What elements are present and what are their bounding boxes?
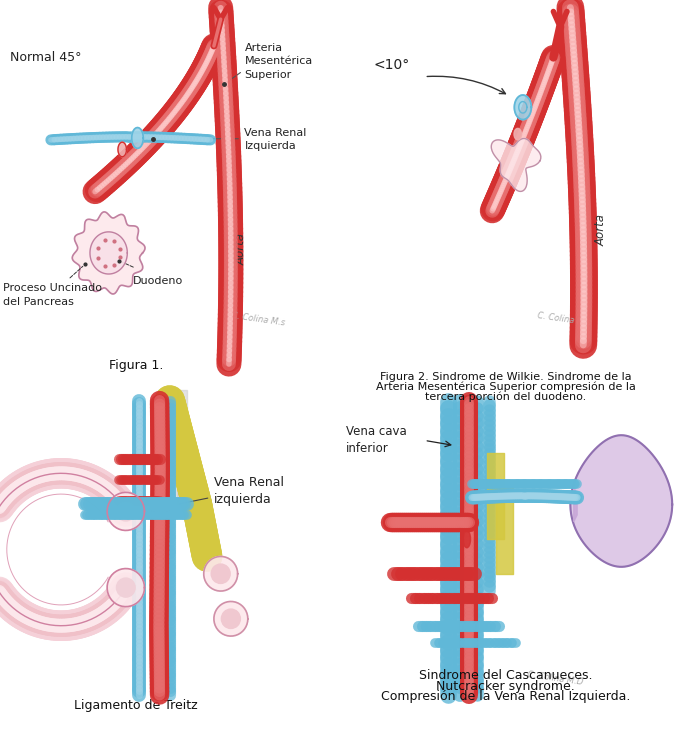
- Text: tercera porción del duodeno.: tercera porción del duodeno.: [425, 391, 587, 402]
- Text: Sindrome del Cascanueces.: Sindrome del Cascanueces.: [419, 669, 593, 682]
- Circle shape: [221, 609, 240, 629]
- Text: Nutcracker syndrome.: Nutcracker syndrome.: [437, 680, 575, 693]
- Text: Ligamento de Treitz: Ligamento de Treitz: [74, 699, 198, 712]
- Ellipse shape: [118, 142, 126, 157]
- Polygon shape: [570, 436, 672, 567]
- Text: Vena Renal
Izquierda: Vena Renal Izquierda: [244, 128, 307, 152]
- Text: Normal 45°: Normal 45°: [10, 51, 81, 64]
- Circle shape: [214, 601, 248, 636]
- Ellipse shape: [463, 531, 471, 548]
- Ellipse shape: [132, 128, 143, 149]
- Ellipse shape: [514, 128, 521, 140]
- Text: C. Colina M.s: C. Colina M.s: [536, 311, 591, 328]
- Text: C. Colina M.s: C. Colina M.s: [231, 311, 286, 328]
- Text: Aorta: Aorta: [234, 233, 247, 265]
- Polygon shape: [492, 139, 541, 192]
- Circle shape: [117, 502, 135, 521]
- Text: <10°: <10°: [373, 58, 409, 72]
- Text: Arteria Mesentérica Superior compresión de la: Arteria Mesentérica Superior compresión …: [376, 382, 636, 392]
- Text: Vena Renal
izquierda: Vena Renal izquierda: [214, 475, 284, 506]
- Text: Figura 2. Sindrome de Wilkie. Sindrome de la: Figura 2. Sindrome de Wilkie. Sindrome d…: [380, 372, 631, 383]
- Circle shape: [107, 492, 145, 531]
- Text: Figura 1.: Figura 1.: [109, 359, 163, 371]
- Polygon shape: [90, 232, 128, 274]
- Circle shape: [204, 556, 238, 591]
- Text: Aorta: Aorta: [594, 214, 607, 246]
- Text: C. Colina M.D: C. Colina M.D: [526, 670, 583, 687]
- Polygon shape: [574, 487, 577, 522]
- Text: Vena cava
inferior: Vena cava inferior: [346, 425, 407, 455]
- Circle shape: [117, 578, 135, 597]
- Text: Duodeno: Duodeno: [132, 276, 183, 286]
- Circle shape: [107, 568, 145, 607]
- Text: Proceso Uncinado
del Pancreas: Proceso Uncinado del Pancreas: [3, 284, 103, 307]
- Text: Compresión de la Vena Renal Izquierda.: Compresión de la Vena Renal Izquierda.: [381, 690, 631, 703]
- Ellipse shape: [515, 95, 531, 119]
- Circle shape: [211, 564, 230, 584]
- Polygon shape: [72, 212, 145, 294]
- Text: Arteria
Mesentérica
Superior: Arteria Mesentérica Superior: [244, 43, 313, 80]
